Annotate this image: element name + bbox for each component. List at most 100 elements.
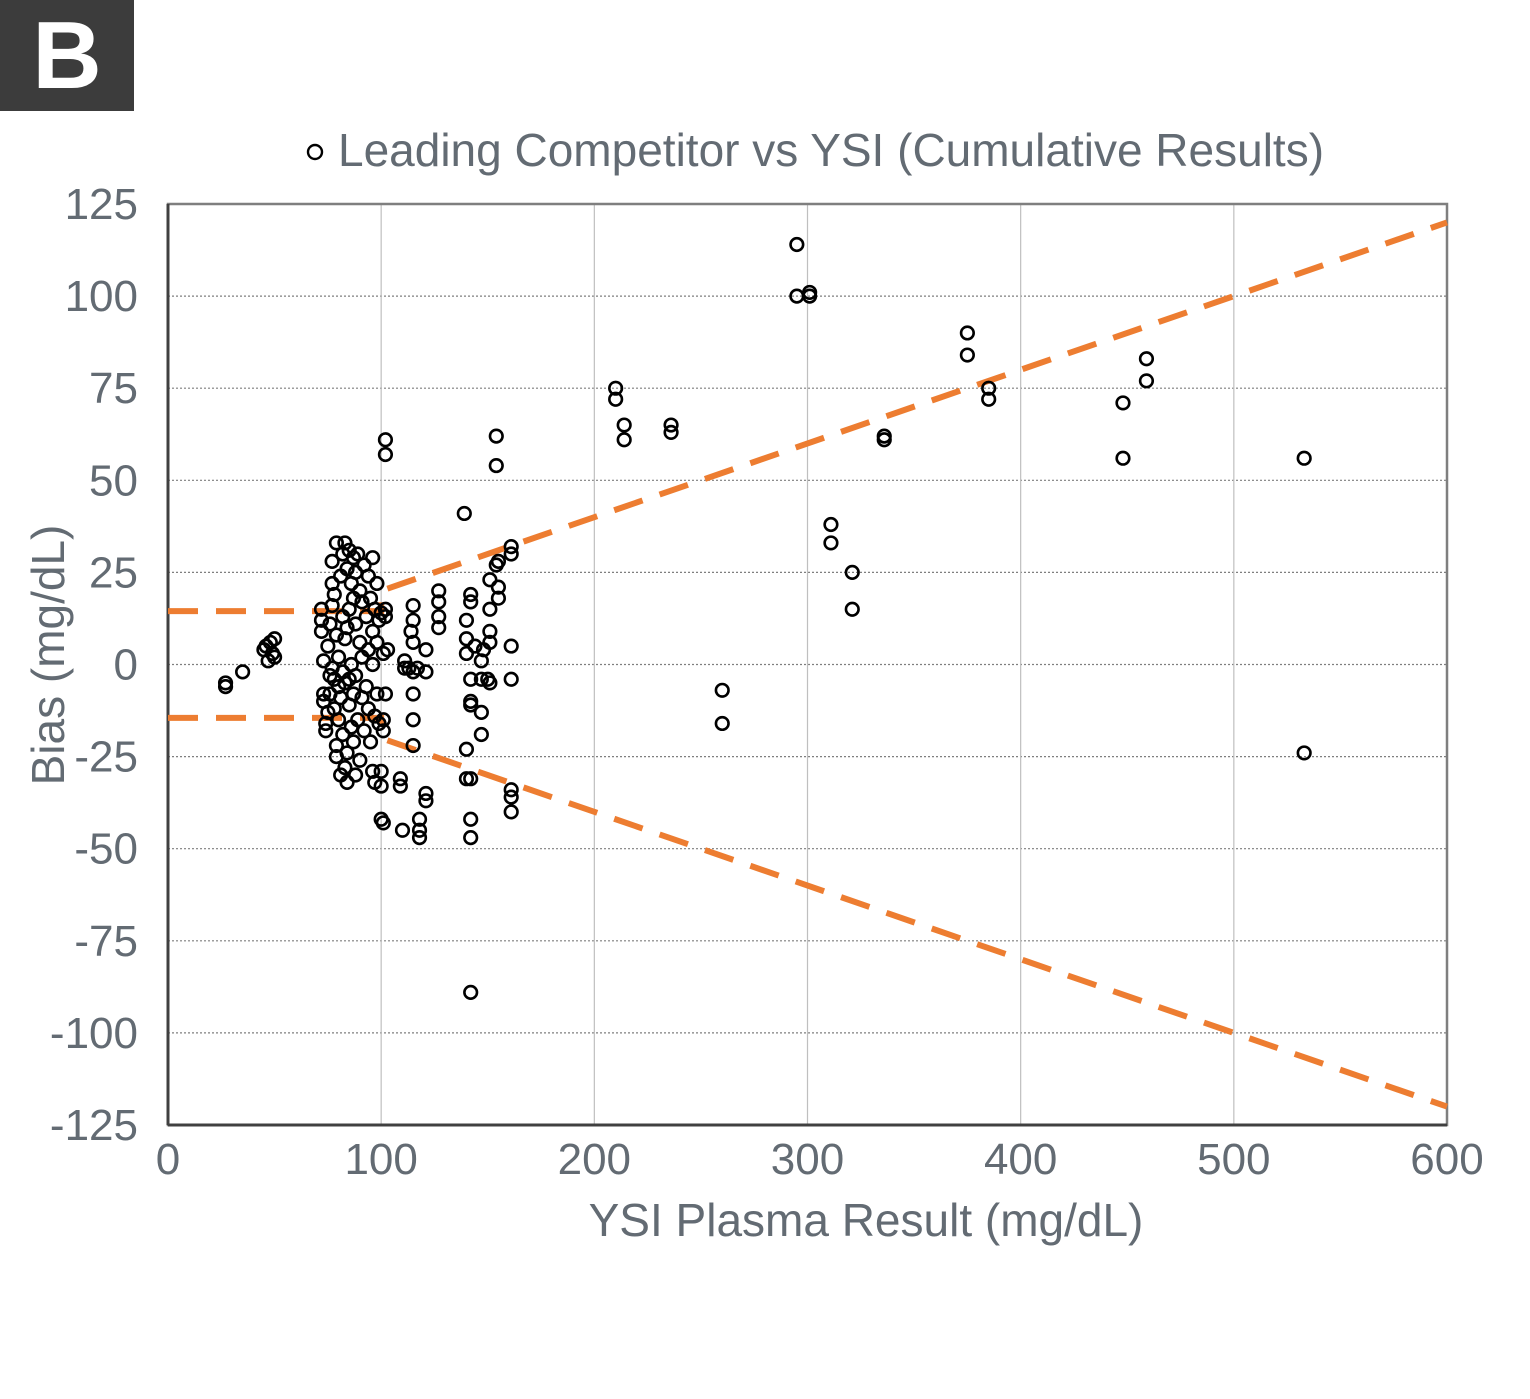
data-point xyxy=(463,811,479,827)
data-point xyxy=(328,535,345,551)
data-point xyxy=(418,793,434,809)
data-point xyxy=(714,715,730,732)
data-point xyxy=(482,634,498,650)
y-tick-label: -75 xyxy=(74,917,138,966)
data-point xyxy=(335,726,351,743)
y-tick-label: 100 xyxy=(65,272,138,321)
data-point xyxy=(369,575,385,592)
data-point xyxy=(463,830,479,846)
data-point xyxy=(458,645,475,662)
data-point xyxy=(663,417,679,433)
data-point xyxy=(482,623,498,639)
y-tick-label: -125 xyxy=(50,1101,138,1150)
data-point xyxy=(405,712,421,728)
data-point xyxy=(365,656,381,673)
data-point xyxy=(503,539,519,555)
data-point xyxy=(411,830,428,846)
data-point xyxy=(401,660,417,676)
data-point xyxy=(356,723,372,739)
y-tick-label: 125 xyxy=(65,180,138,229)
data-point xyxy=(473,671,489,687)
limit-lines xyxy=(168,219,1448,1110)
x-axis-label: YSI Plasma Result (mg/dL) xyxy=(589,1194,1144,1246)
data-point xyxy=(360,568,376,584)
data-point xyxy=(463,586,479,603)
x-tick-label: 600 xyxy=(1410,1135,1483,1184)
data-point xyxy=(981,391,997,407)
data-point xyxy=(350,712,366,728)
data-point xyxy=(981,380,997,396)
data-point xyxy=(714,682,730,698)
data-point xyxy=(490,553,507,569)
y-tick-label: 50 xyxy=(89,456,138,505)
data-point xyxy=(375,723,391,739)
legend-label: Leading Competitor vs YSI (Cumulative Re… xyxy=(338,124,1324,176)
data-point xyxy=(337,675,353,691)
data-point xyxy=(473,726,489,743)
data-point xyxy=(405,634,421,650)
data-point xyxy=(394,822,411,838)
data-point xyxy=(347,616,364,632)
data-point xyxy=(482,601,498,617)
data-point xyxy=(1115,395,1131,411)
data-point xyxy=(330,649,347,665)
data-point xyxy=(823,535,839,551)
data-point xyxy=(405,612,421,628)
data-point xyxy=(337,760,353,776)
data-point xyxy=(1115,450,1131,466)
data-point xyxy=(959,325,975,341)
data-point xyxy=(397,653,413,669)
data-point xyxy=(217,679,234,695)
data-point xyxy=(377,686,394,702)
data-point xyxy=(371,715,387,732)
data-point xyxy=(328,627,345,643)
data-point xyxy=(328,737,345,754)
data-point xyxy=(266,631,283,647)
data-point xyxy=(345,734,362,750)
data-point xyxy=(326,586,342,603)
data-point xyxy=(367,708,383,724)
data-point xyxy=(266,649,283,665)
data-point xyxy=(458,771,475,787)
data-point xyxy=(392,778,408,794)
data-point xyxy=(405,597,421,614)
data-point xyxy=(789,236,805,253)
data-point xyxy=(431,620,447,636)
x-tick-labels: 0 100 200 300 400 500 600 xyxy=(156,1135,1484,1184)
data-point xyxy=(405,737,421,754)
data-point xyxy=(347,767,364,783)
data-point xyxy=(418,785,434,802)
data-point xyxy=(458,612,475,628)
data-point xyxy=(431,594,447,610)
data-point xyxy=(458,741,475,757)
upper-limit-line xyxy=(168,219,1448,615)
x-tick-label: 200 xyxy=(558,1135,631,1184)
data-point xyxy=(313,623,330,639)
x-tick-label: 300 xyxy=(771,1135,844,1184)
data-point xyxy=(337,535,353,551)
data-point xyxy=(663,424,679,441)
y-tick-label: -100 xyxy=(50,1009,138,1058)
data-point xyxy=(463,697,479,713)
data-point xyxy=(490,579,507,595)
y-tick-label: -50 xyxy=(74,825,138,874)
data-point xyxy=(463,771,479,787)
data-point xyxy=(318,723,334,739)
data-point xyxy=(373,778,389,794)
data-point xyxy=(322,616,338,632)
data-point xyxy=(608,391,624,407)
data-point xyxy=(503,782,519,798)
data-point xyxy=(320,638,336,654)
data-point xyxy=(405,686,421,702)
data-point xyxy=(463,594,479,610)
y-tick-label: 25 xyxy=(89,548,138,597)
data-point xyxy=(431,583,447,599)
data-point xyxy=(373,605,389,621)
data-point xyxy=(503,638,519,654)
data-point xyxy=(360,642,376,658)
data-point xyxy=(463,671,479,687)
data-point xyxy=(352,752,368,768)
data-point xyxy=(488,428,504,444)
data-point xyxy=(369,634,385,650)
data-point xyxy=(339,774,355,790)
